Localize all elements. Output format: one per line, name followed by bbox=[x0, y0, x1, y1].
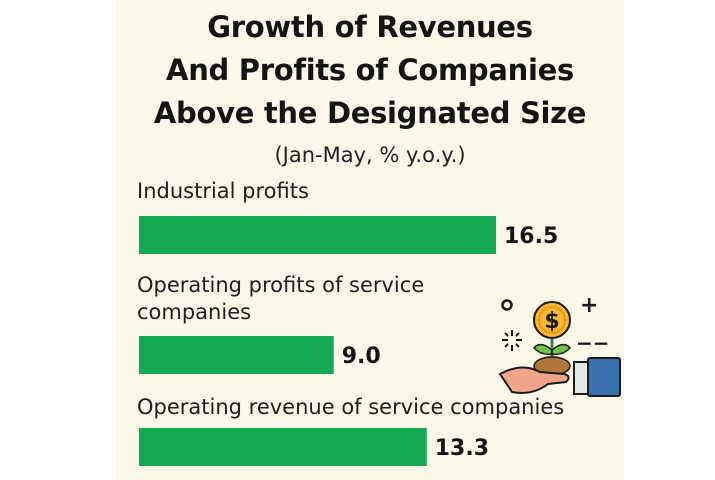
category-label-operating-profits-line-2: companies bbox=[137, 300, 252, 324]
category-label-industrial-profits: Industrial profits bbox=[137, 179, 309, 203]
chart-title-line-3: Above the Designated Size bbox=[153, 96, 587, 130]
category-label-operating-revenue: Operating revenue of service companies bbox=[137, 395, 565, 419]
sparkle-icon bbox=[502, 330, 522, 351]
money-plant-hand-icon: + −− $ bbox=[498, 293, 621, 397]
chart-title-line-2: And Profits of Companies bbox=[166, 53, 574, 87]
value-label-1: 16.5 bbox=[504, 224, 558, 249]
bar-2 bbox=[139, 336, 334, 374]
category-label-operating-profits-line-1: Operating profits of service bbox=[137, 273, 425, 297]
chart-title-line-1: Growth of Revenues bbox=[207, 10, 533, 44]
value-label-3: 13.3 bbox=[435, 436, 489, 461]
bar-1 bbox=[139, 216, 496, 254]
value-label-2: 9.0 bbox=[342, 344, 381, 369]
hand-icon bbox=[498, 366, 570, 394]
bar-3 bbox=[139, 428, 427, 466]
plus-icon: + bbox=[580, 293, 598, 318]
dollar-sign-icon: $ bbox=[544, 309, 559, 334]
chart-subtitle: (Jan-May, % y.o.y.) bbox=[274, 143, 466, 167]
sleeve-icon bbox=[587, 357, 621, 397]
minus-icon: −− bbox=[576, 331, 610, 355]
small-circle-icon bbox=[501, 299, 513, 311]
